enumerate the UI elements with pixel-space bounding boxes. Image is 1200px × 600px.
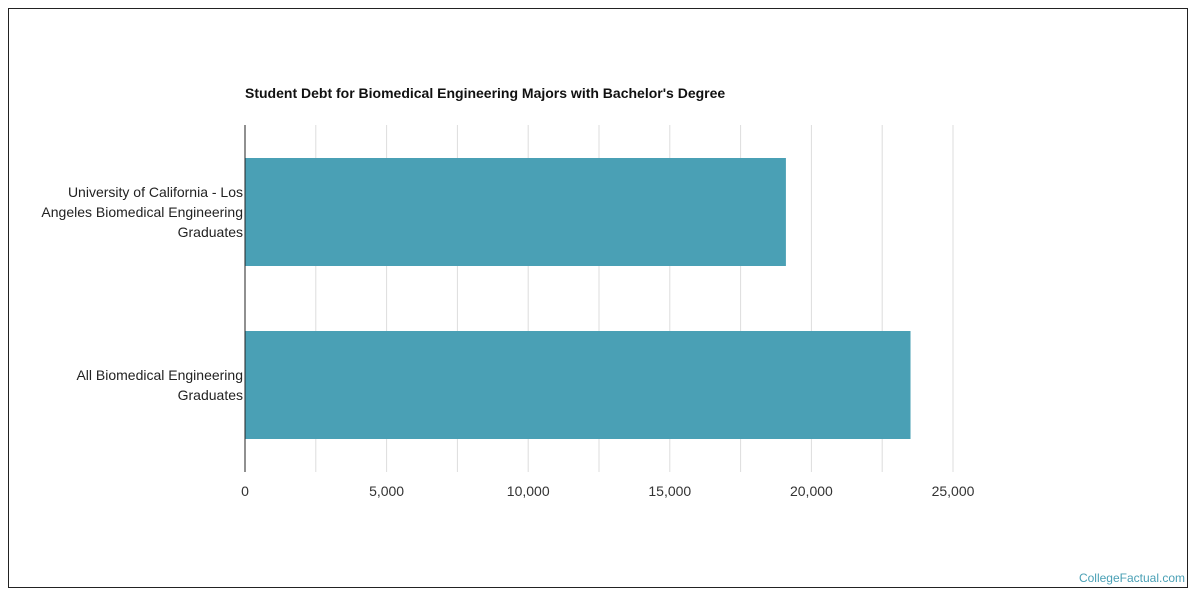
x-tick-label: 0 (241, 483, 249, 499)
category-label: All Biomedical Engineering Graduates (23, 365, 243, 405)
bar-1[interactable] (245, 331, 911, 439)
chart-title: Student Debt for Biomedical Engineering … (245, 85, 726, 101)
category-label: University of California - Los Angeles Bi… (23, 182, 243, 242)
category-label-line: Graduates (177, 387, 243, 403)
chart-frame (8, 8, 1188, 588)
watermark-link[interactable]: CollegeFactual.com (1078, 571, 1185, 585)
bars (245, 158, 911, 439)
x-tick-label: 20,000 (790, 483, 833, 499)
x-tick-label: 15,000 (648, 483, 691, 499)
x-tick-labels: 0 5,000 10,000 15,000 20,000 25,000 (241, 483, 975, 499)
x-tick-label: 5,000 (369, 483, 404, 499)
category-label-line: All Biomedical Engineering (76, 367, 243, 383)
category-label-line: Angeles Biomedical Engineering (41, 204, 243, 220)
category-label-line: University of California - Los (67, 184, 243, 200)
x-tick-label: 10,000 (507, 483, 550, 499)
x-tick-label: 25,000 (932, 483, 975, 499)
bar-0[interactable] (245, 158, 786, 266)
category-label-line: Graduates (177, 224, 243, 240)
